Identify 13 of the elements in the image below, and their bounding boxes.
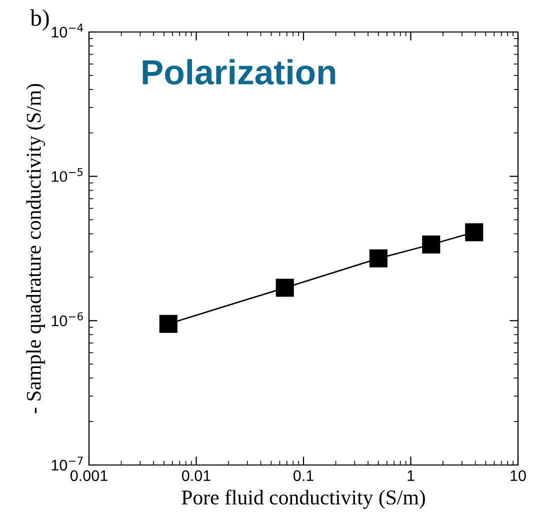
x-tick-label: 1 bbox=[408, 470, 414, 481]
x-axis-title: Pore fluid conductivity (S/m) bbox=[182, 490, 425, 509]
annotation: Polarization bbox=[142, 59, 336, 85]
y-tick-label: 10$^{−6}$ bbox=[52, 312, 83, 326]
y-tick-label: 10$^{−4}$ bbox=[52, 24, 83, 38]
y-tick-label: 10$^{−7}$ bbox=[52, 456, 83, 471]
y-axis-title: - Sample quadrature conductivity (S/m) bbox=[26, 84, 46, 414]
x-tick-label: 0.1 bbox=[293, 470, 314, 482]
x-tick-label: 0.01 bbox=[182, 470, 210, 482]
x-tick-label: 0.001 bbox=[70, 470, 108, 482]
y-tick-label: 10$^{−5}$ bbox=[52, 168, 83, 182]
text: b) bbox=[30, 9, 49, 31]
x-tick-label: 10 bbox=[510, 470, 526, 482]
